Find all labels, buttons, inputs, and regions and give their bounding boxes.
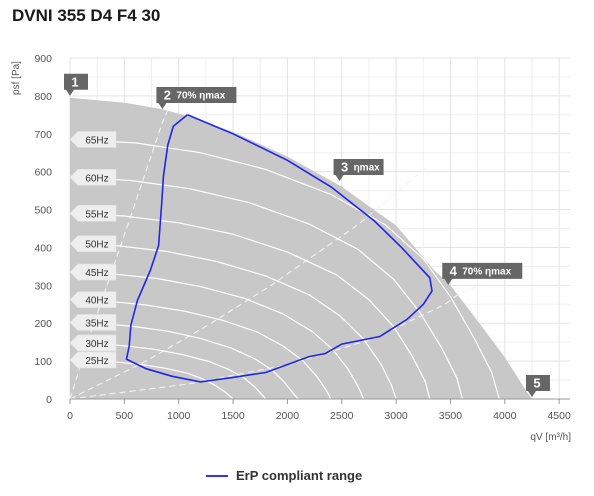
- frequency-label: 40Hz: [85, 296, 108, 307]
- frequency-label: 55Hz: [85, 209, 108, 220]
- x-tick-label: 2000: [276, 410, 300, 422]
- frequency-label: 35Hz: [85, 318, 108, 329]
- operating-point-number: 3: [341, 160, 348, 175]
- frequency-tag: 65Hz: [69, 131, 117, 148]
- operating-point-text: 70% ηmax: [176, 91, 225, 102]
- frequency-curve: [69, 271, 365, 400]
- y-axis-title: psf [Pa]: [11, 61, 22, 95]
- y-tick-label: 900: [34, 53, 52, 65]
- frequency-curve: [69, 243, 397, 400]
- operating-point-labels: 1 2 70% ηmax 3 ηmax 4 70% ηmax 5: [64, 73, 550, 397]
- x-tick-label: 4500: [547, 410, 571, 422]
- y-tick-label: 600: [34, 167, 52, 179]
- frequency-label: 30Hz: [85, 339, 108, 350]
- y-tick-label: 800: [34, 91, 52, 103]
- frequency-tag: 45Hz: [69, 263, 117, 281]
- axes: 0 500 1000 1500 2000 2500 3000 3500 4000 45000100…: [34, 53, 571, 422]
- frequency-tag-shape: [69, 235, 117, 252]
- legend-line-swatch: [206, 474, 228, 477]
- chart-title: DVNI 355 D4 F4 30: [12, 6, 161, 25]
- operating-point-text: ηmax: [354, 163, 381, 174]
- fan-performance-chart: 0 500 1000 1500 2000 2500 3000 3500 4000 45000100…: [11, 53, 571, 443]
- operating-point-number: 2: [164, 88, 171, 103]
- y-tick-label: 400: [34, 242, 52, 254]
- operating-point-text: 70% ηmax: [462, 266, 511, 277]
- y-tick-label: 700: [34, 129, 52, 141]
- frequency-tag: 40Hz: [69, 291, 117, 309]
- frequency-tag: 55Hz: [69, 205, 117, 222]
- frequency-curve: [69, 138, 500, 400]
- operating-point-number: 5: [533, 376, 540, 391]
- x-tick-label: 3000: [384, 410, 408, 422]
- frequency-tag-shape: [69, 351, 117, 369]
- frequency-label: 60Hz: [85, 173, 108, 184]
- frequency-label: 65Hz: [85, 135, 108, 146]
- x-tick-label: 1000: [167, 410, 191, 422]
- y-tick-label: 100: [34, 356, 52, 368]
- legend[interactable]: ErP compliant range: [206, 468, 362, 483]
- legend-label: ErP compliant range: [236, 468, 363, 483]
- frequency-curve: [69, 176, 463, 400]
- efficiency-line: [69, 167, 427, 400]
- y-tick-label: 500: [34, 205, 52, 217]
- frequency-tag: 60Hz: [69, 169, 117, 186]
- x-tick-label: 0: [67, 410, 73, 422]
- frequency-tag: 50Hz: [69, 235, 117, 252]
- operating-point-marker: [333, 159, 384, 182]
- frequency-tag: 30Hz: [69, 334, 117, 352]
- y-tick-label: 0: [46, 394, 52, 406]
- frequency-tag: 35Hz: [69, 314, 117, 331]
- operating-point-marker: [64, 73, 88, 96]
- x-tick-label: 3500: [439, 410, 463, 422]
- erp-compliant-range-series: [125, 114, 433, 383]
- operating-point-marker: [442, 262, 523, 285]
- frequency-curve: [69, 299, 332, 400]
- frequency-tag-shape: [69, 205, 117, 222]
- frequency-label: 50Hz: [85, 240, 108, 251]
- frequency-tag-shape: [69, 131, 117, 148]
- frequency-label: 25Hz: [85, 356, 108, 367]
- operating-point-callout: 1: [64, 73, 88, 96]
- x-tick-label: 500: [116, 410, 134, 422]
- x-axis-title: qV [m³/h]: [530, 432, 571, 443]
- frequency-curve: [69, 321, 299, 400]
- frequency-tag: 25Hz: [69, 351, 117, 369]
- operating-point-number: 4: [450, 263, 458, 278]
- frequency-tag-shape: [69, 263, 117, 281]
- y-tick-label: 200: [34, 318, 52, 330]
- operating-point-marker: [525, 375, 550, 397]
- operating-point-callout: 3 ηmax: [333, 159, 384, 182]
- frequency-label: 45Hz: [85, 268, 108, 279]
- operating-point-callout: 4 70% ηmax: [442, 262, 523, 285]
- y-tick-label: 300: [34, 280, 52, 292]
- frequency-curve: [69, 342, 267, 400]
- frequency-tag-shape: [69, 169, 117, 186]
- operating-point-number: 1: [71, 74, 78, 89]
- x-tick-label: 2500: [330, 410, 354, 422]
- x-tick-label: 1500: [221, 410, 245, 422]
- frequency-tag-shape: [69, 334, 117, 352]
- operating-point-callout: 2 70% ηmax: [156, 87, 237, 110]
- efficiency-line: [69, 107, 170, 400]
- operating-envelope: [70, 97, 532, 400]
- operating-point-callout: 5: [525, 375, 550, 397]
- frequency-tag-shape: [69, 314, 117, 331]
- frequency-labels: 65Hz 60Hz 55Hz 50Hz 45Hz 40Hz 35Hz 30Hz 25Hz: [69, 131, 117, 369]
- operating-point-marker: [156, 87, 237, 110]
- x-tick-label: 4000: [493, 410, 517, 422]
- frequency-tag-shape: [69, 291, 117, 309]
